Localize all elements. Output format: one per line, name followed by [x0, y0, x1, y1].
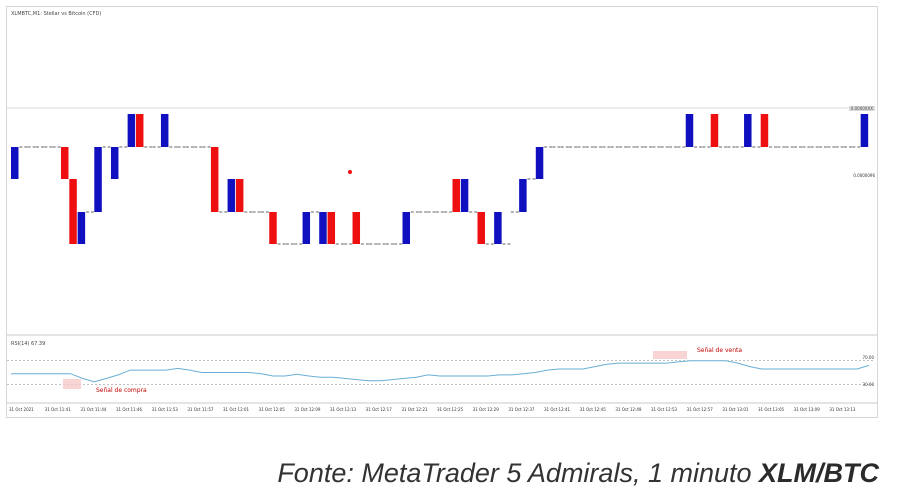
time-axis-label: 31 Oct 12:29: [472, 407, 499, 412]
bearish-candle: [269, 212, 277, 244]
current-price-label: 0.0000XXX: [848, 106, 875, 111]
time-axis-label: 31 Oct 12:21: [401, 407, 428, 412]
time-axis-label: 31 Oct 13:13: [829, 407, 856, 412]
bearish-candle: [452, 179, 460, 212]
time-axis-label: 31 Oct 11:53: [151, 407, 178, 412]
bearish-candle: [760, 114, 769, 147]
time-axis-label: 31 Oct 13:01: [722, 407, 749, 412]
bullish-candle: [110, 147, 119, 179]
bullish-candle: [11, 147, 19, 179]
bullish-candle: [860, 114, 869, 147]
time-axis-label: 31 Oct 12:53: [651, 407, 678, 412]
time-axis-label: 31 Oct 12:41: [544, 407, 571, 412]
time-axis-label: 31 Oct 13:05: [758, 407, 785, 412]
time-axis-label: 31 Oct 11:57: [187, 407, 214, 412]
bullish-candle: [94, 147, 102, 212]
time-axis-label: 31 Oct 12:17: [365, 407, 392, 412]
bearish-candle: [477, 212, 485, 244]
time-axis-label: 31 Oct 12:49: [615, 407, 642, 412]
bearish-candle: [710, 114, 719, 147]
bullish-candle: [402, 212, 411, 244]
time-axis-label: 31 Oct 13:09: [793, 407, 820, 412]
bullish-candle: [319, 212, 327, 244]
bearish-candle: [352, 212, 361, 244]
time-axis-label: 31 Oct 11:44: [80, 407, 107, 412]
bullish-candle: [77, 212, 86, 244]
sell-signal-label: Señal de venta: [697, 347, 743, 354]
bullish-candle: [460, 179, 469, 212]
buy-signal-highlight: [63, 379, 81, 389]
time-axis-label: 31 Oct 12:57: [686, 407, 713, 412]
bullish-candle: [160, 114, 169, 147]
bearish-candle: [60, 147, 69, 179]
chart-title: XLMBTC,M1: Stellar vs Bitcoin (CFD): [11, 11, 102, 17]
bearish-candle: [235, 179, 244, 212]
bearish-candle: [135, 114, 144, 147]
time-axis-label: 31 Oct 11:46: [116, 407, 143, 412]
bullish-candle: [685, 114, 694, 147]
price-marker-dot: [348, 170, 352, 174]
rsi-lower-level: 30.00: [862, 382, 874, 387]
bearish-candle: [69, 179, 77, 244]
bullish-candle: [519, 179, 527, 212]
bullish-candle: [744, 114, 752, 147]
bearish-candle: [327, 212, 336, 244]
time-axis-label: 31 Oct 12:45: [579, 407, 606, 412]
rsi-upper-level: 70.00: [862, 355, 874, 360]
bullish-candle: [127, 114, 136, 147]
bullish-candle: [494, 212, 502, 244]
time-axis-label: 31 Oct 12:37: [508, 407, 535, 412]
time-axis-label: 31 Oct 12:01: [223, 407, 250, 412]
time-axis-label: 31 Oct 11:41: [44, 407, 71, 412]
caption-symbol: XLM/BTC: [759, 458, 879, 488]
rsi-title: RSI(14) 67.39: [11, 341, 46, 347]
figure-caption: Fonte: MetaTrader 5 Admirals, 1 minuto X…: [277, 458, 879, 489]
time-axis-label: 31 Oct 12:09: [294, 407, 321, 412]
time-axis-label: 31 Oct 12:13: [330, 407, 357, 412]
metatrader-chart-window: XLMBTC,M1: Stellar vs Bitcoin (CFD) 0.00…: [6, 6, 878, 418]
bullish-candle: [227, 179, 236, 212]
time-axis-label: 31 Oct 12:05: [258, 407, 285, 412]
caption-text: Fonte: MetaTrader 5 Admirals, 1 minuto: [277, 458, 760, 488]
bullish-candle: [302, 212, 311, 244]
bearish-candle: [210, 147, 219, 212]
candlestick-chart[interactable]: [7, 7, 877, 417]
price-axis-label: 0.0000096: [853, 173, 875, 178]
sell-signal-highlight: [653, 351, 687, 359]
rsi-line: [11, 360, 870, 383]
bullish-candle: [535, 147, 544, 179]
time-axis-label: 31 Oct 2021: [9, 407, 34, 412]
buy-signal-label: Señal de compra: [96, 387, 147, 394]
time-axis-label: 31 Oct 12:25: [437, 407, 464, 412]
